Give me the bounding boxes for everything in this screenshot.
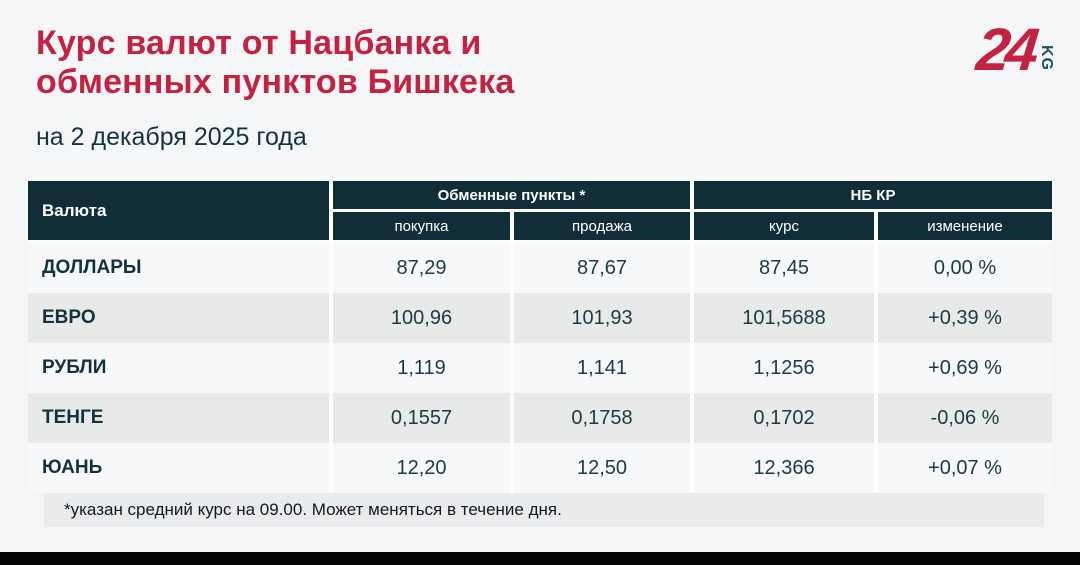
header-cell-rate: курс — [694, 212, 874, 240]
header-cell-change: изменение — [878, 212, 1052, 240]
table-header: Валюта Обменные пункты * НБ КР покупка п… — [28, 181, 1052, 243]
cell-buy: 12,20 — [333, 443, 510, 493]
cell-change: +0,69 % — [878, 343, 1052, 393]
24kg-logo: 24 KG — [973, 16, 1055, 83]
table-footnote: *указан средний курс на 09.00. Может мен… — [44, 493, 1044, 527]
cell-buy: 100,96 — [333, 293, 510, 343]
currency-table: Валюта Обменные пункты * НБ КР покупка п… — [28, 181, 1052, 493]
header-cell-sell: продажа — [514, 212, 690, 240]
cell-sell: 101,93 — [514, 293, 690, 343]
cell-currency: ДОЛЛАРЫ — [28, 243, 329, 293]
cell-currency: РУБЛИ — [28, 343, 329, 393]
table-row-dollars: ДОЛЛАРЫ 87,29 87,67 87,45 0,00 % — [28, 243, 1052, 293]
cell-buy: 1,119 — [333, 343, 510, 393]
cell-sell: 0,1758 — [514, 393, 690, 443]
page-title: Курс валют от Нацбанка и обменных пункто… — [36, 24, 515, 102]
cell-currency: ЮАНЬ — [28, 443, 329, 493]
table-row-rubles: РУБЛИ 1,119 1,141 1,1256 +0,69 % — [28, 343, 1052, 393]
cell-rate: 12,366 — [694, 443, 874, 493]
header-cell-currency: Валюта — [28, 181, 329, 240]
cell-rate: 101,5688 — [694, 293, 874, 343]
logo-24-mark: 24 — [973, 16, 1038, 83]
cell-rate: 0,1702 — [694, 393, 874, 443]
date-subtitle: на 2 декабря 2025 года — [36, 122, 307, 151]
cell-change: +0,39 % — [878, 293, 1052, 343]
cell-buy: 0,1557 — [333, 393, 510, 443]
logo-kg-suffix: KG — [1038, 45, 1055, 72]
header-group-nbkr: НБ КР — [694, 181, 1052, 209]
bottom-black-bar — [0, 552, 1080, 565]
table-body: ДОЛЛАРЫ 87,29 87,67 87,45 0,00 % ЕВРО 10… — [28, 243, 1052, 493]
cell-currency: ТЕНГЕ — [28, 393, 329, 443]
page-title-line2: обменных пунктов Бишкека — [36, 62, 515, 101]
table-row-yuan: ЮАНЬ 12,20 12,50 12,366 +0,07 % — [28, 443, 1052, 493]
table-row-tenge: ТЕНГЕ 0,1557 0,1758 0,1702 -0,06 % — [28, 393, 1052, 443]
cell-sell: 87,67 — [514, 243, 690, 293]
cell-rate: 1,1256 — [694, 343, 874, 393]
cell-change: +0,07 % — [878, 443, 1052, 493]
cell-buy: 87,29 — [333, 243, 510, 293]
header-cell-buy: покупка — [333, 212, 510, 240]
header-group-exchange-points: Обменные пункты * — [333, 181, 690, 209]
cell-sell: 12,50 — [514, 443, 690, 493]
cell-rate: 87,45 — [694, 243, 874, 293]
table-row-euro: ЕВРО 100,96 101,93 101,5688 +0,39 % — [28, 293, 1052, 343]
cell-change: 0,00 % — [878, 243, 1052, 293]
cell-currency: ЕВРО — [28, 293, 329, 343]
cell-sell: 1,141 — [514, 343, 690, 393]
page-title-line1: Курс валют от Нацбанка и — [36, 24, 482, 62]
cell-change: -0,06 % — [878, 393, 1052, 443]
page-header: Курс валют от Нацбанка и обменных пункто… — [36, 24, 515, 152]
